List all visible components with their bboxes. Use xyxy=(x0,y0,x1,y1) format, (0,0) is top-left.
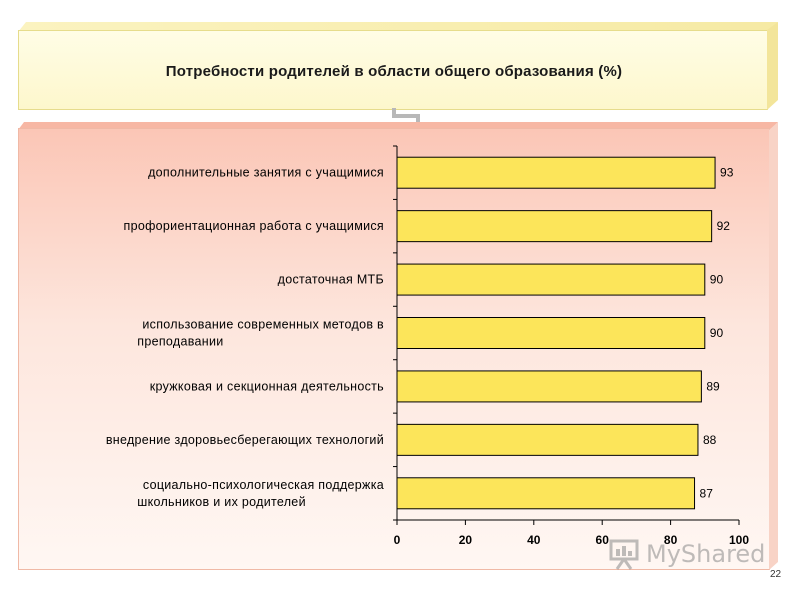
category-label: кружковая и секционная деятельность xyxy=(150,379,384,393)
x-tick-label: 100 xyxy=(729,533,749,547)
page-number: 22 xyxy=(770,569,782,580)
category-label: дополнительные занятия с учащимися xyxy=(148,166,384,180)
x-tick-label: 80 xyxy=(664,533,678,547)
category-label: внедрение здоровьесберегающих технологий xyxy=(106,433,384,447)
category-label: школьников и их родителей xyxy=(137,495,306,509)
bar xyxy=(396,477,696,510)
chart-title: Потребности родителей в области общего о… xyxy=(165,62,623,80)
watermark-text: MyShared xyxy=(646,540,766,568)
watermark: MyShared xyxy=(608,534,768,574)
bar xyxy=(396,210,713,243)
bar-value-label: 90 xyxy=(710,326,724,340)
category-label: преподавании xyxy=(137,335,223,349)
panel-connector xyxy=(392,108,420,124)
x-tick-label: 40 xyxy=(527,533,541,547)
x-tick-label: 0 xyxy=(394,533,401,547)
title-panel-top-face xyxy=(18,22,778,32)
chart-panel-top-face xyxy=(18,122,778,130)
bar-value-label: 88 xyxy=(703,433,717,447)
bar-value-label: 90 xyxy=(710,273,724,287)
bar xyxy=(396,317,706,349)
bar-value-label: 87 xyxy=(700,486,714,500)
title-panel-side-face xyxy=(767,22,778,110)
x-tick-label: 60 xyxy=(596,533,610,547)
x-tick-label: 20 xyxy=(459,533,473,547)
bar-value-label: 89 xyxy=(706,379,720,393)
bar-value-label: 93 xyxy=(720,166,734,180)
category-label: социально-психологическая поддержка xyxy=(143,478,384,492)
bar xyxy=(396,423,699,456)
presentation-board-icon xyxy=(609,539,639,570)
bar xyxy=(396,370,702,403)
bar-value-label: 92 xyxy=(717,219,731,233)
title-panel: Потребности родителей в области общего о… xyxy=(18,30,768,110)
bar xyxy=(396,263,706,296)
category-label: использование современных методов в xyxy=(142,318,384,332)
category-label: достаточная МТБ xyxy=(278,273,384,287)
chart-panel-side-face xyxy=(769,122,778,570)
bar xyxy=(396,156,716,189)
category-label: профориентационная работа с учащимися xyxy=(124,219,384,233)
